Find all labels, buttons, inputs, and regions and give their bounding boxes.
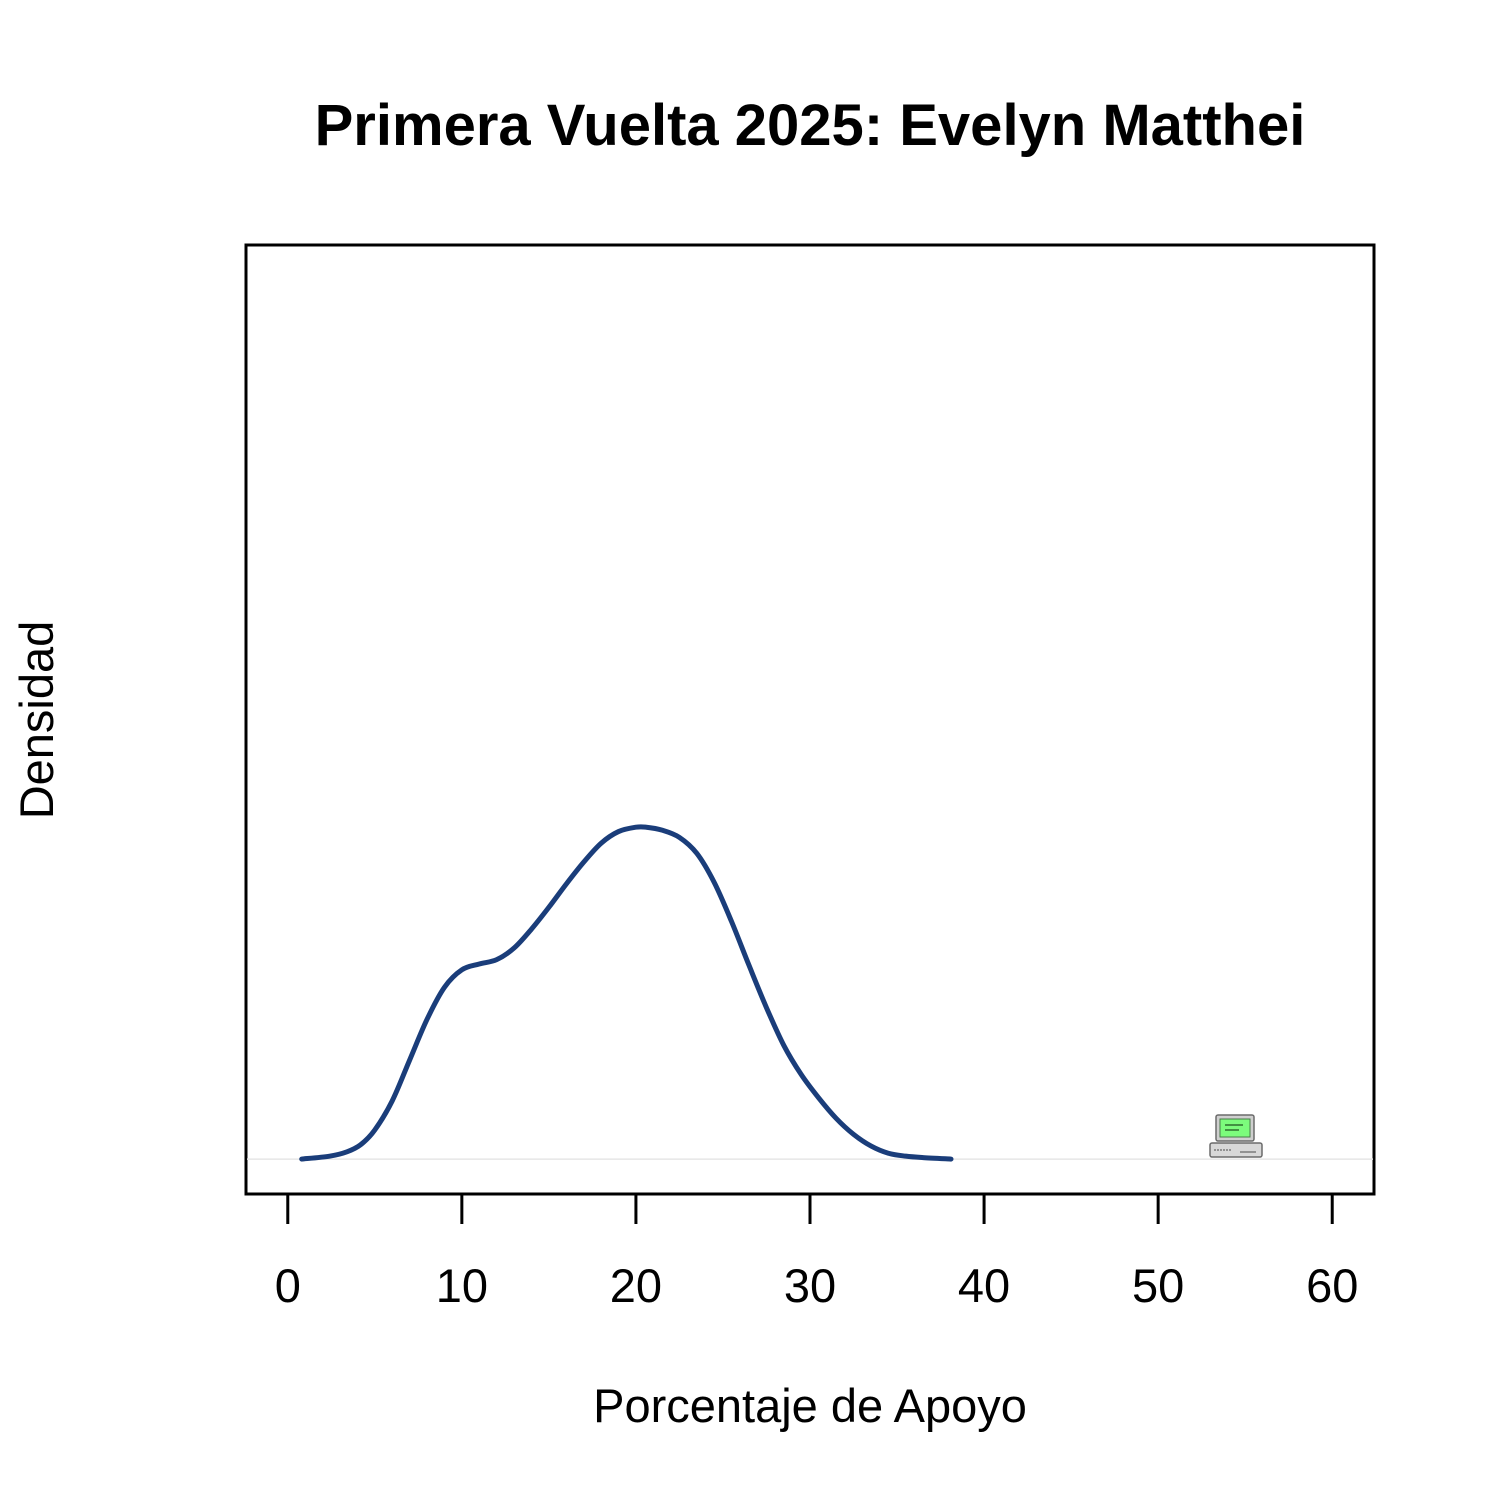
chart-title: Primera Vuelta 2025: Evelyn Matthei [315, 93, 1306, 158]
monitor-screen [1219, 1118, 1251, 1138]
x-tick-label: 10 [436, 1259, 488, 1312]
density-curve [299, 824, 954, 1162]
x-axis-label: Porcentaje de Apoyo [593, 1379, 1027, 1432]
computer-icon [1209, 1114, 1263, 1158]
x-tick-label: 50 [1132, 1259, 1184, 1312]
computer-base [1209, 1142, 1263, 1158]
series-layer [299, 824, 954, 1162]
x-axis: 0 10 20 30 40 50 60 [275, 1192, 1358, 1312]
x-tick-label: 20 [610, 1259, 662, 1312]
x-tick-label: 0 [275, 1259, 301, 1312]
x-tick-label: 60 [1306, 1259, 1358, 1312]
y-axis-label: Densidad [10, 621, 63, 820]
x-tick-label: 40 [958, 1259, 1010, 1312]
x-tick-label: 30 [784, 1259, 836, 1312]
